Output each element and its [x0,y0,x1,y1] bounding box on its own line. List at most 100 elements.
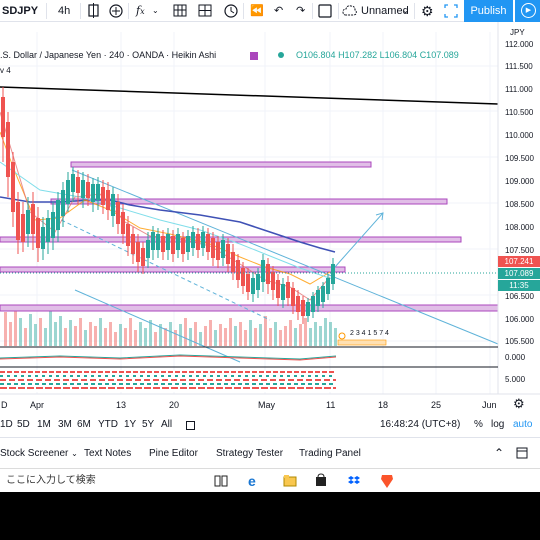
tab-text-notes[interactable]: Text Notes [84,448,132,459]
play-button[interactable]: ▶ [514,0,540,22]
price-chart[interactable]: 2 3 4 1 5 7 4 [0,22,540,437]
toolbar-divider [46,3,47,19]
time-label: 11 [326,400,336,410]
ohlc-values: O106.804 H107.282 L106.804 C107.089 [296,50,459,60]
range-5y[interactable]: 5Y [142,419,155,430]
price-label: 109.000 [505,177,534,186]
chevron-up-icon[interactable]: ⌃ [494,446,505,460]
tab-stock-screener[interactable]: Stock Screener ⌄ [0,438,78,469]
gear-icon[interactable]: ⚙ [421,3,434,19]
file-explorer-icon[interactable] [283,469,297,493]
range-1y[interactable]: 1Y [124,419,137,430]
tab-strategy-tester[interactable]: Strategy Tester [216,448,284,459]
play-icon: ▶ [521,3,536,18]
tab-trading-panel[interactable]: Trading Panel [299,448,361,459]
expand-icon[interactable] [444,0,458,22]
fullscreen-icon[interactable] [318,0,332,22]
layout-name[interactable]: Unnamed [361,5,409,17]
templates-grid-icon[interactable] [173,0,187,22]
legend-color-swatch [250,52,258,60]
toolbar-divider [80,3,81,19]
price-label: 110.500 [505,108,534,117]
range-5d[interactable]: 5D [17,419,30,430]
price-axis[interactable]: JPY 112.000 111.500 111.000 110.500 110.… [498,22,540,394]
range-ytd[interactable]: YTD [98,419,118,430]
price-label: 105.500 [505,337,534,346]
currency-label: JPY [510,28,525,37]
volume-indicator-label[interactable]: v 4 [0,66,11,75]
os-taskbar: ここに入力して検索 e [0,468,540,492]
top-toolbar: SDJPY 4h fx ⌄ ⏪ ↶ ↷ Unnamed ⌄ ⚙ Publish … [0,0,540,22]
close-value: C107.089 [419,50,459,60]
chart-legend-title[interactable]: .S. Dollar / Japanese Yen · 240 · OANDA … [0,50,217,60]
trend-line-black[interactable] [0,86,499,105]
range-1d[interactable]: 1D [0,419,13,430]
annotation-badges[interactable] [337,332,387,346]
compare-add-icon[interactable] [108,0,124,22]
range-bar: 1D 5D 1M 3M 6M YTD 1Y 5Y All 16:48:24 (U… [0,416,540,436]
clock-timezone[interactable]: 16:48:24 (UTC+8) [380,419,461,430]
time-label: 18 [378,400,389,410]
time-label: 20 [169,400,180,410]
price-label: 109.500 [505,154,534,163]
chart-type-icon[interactable] [87,0,101,22]
toolbar-divider [243,3,244,19]
log-toggle[interactable]: log [491,419,505,430]
range-all[interactable]: All [161,419,173,430]
layout-grid-icon[interactable] [198,0,212,22]
time-label: D [1,400,8,410]
replay-icon[interactable]: ⏪ [250,5,264,17]
chevron-down-icon[interactable]: ⌄ [152,6,159,15]
tab-label: Stock Screener [0,448,69,459]
price-tag-green: 107.089 [498,268,540,279]
interval-selector[interactable]: 4h [58,5,71,17]
trend-line-lower[interactable] [74,289,241,363]
toolbar-divider [312,3,313,19]
store-icon[interactable] [314,469,328,493]
auto-toggle[interactable]: auto [513,419,533,430]
range-6m[interactable]: 6M [77,419,91,430]
redo-icon[interactable]: ↷ [296,5,306,17]
dropbox-icon[interactable] [347,469,361,493]
tab-pine-editor[interactable]: Pine Editor [149,448,198,459]
trend-line-blue[interactable] [71,169,499,345]
task-view-icon[interactable] [214,469,228,493]
taskbar-search-input[interactable]: ここに入力して検索 [6,475,96,486]
settings-gear-icon[interactable]: ⚙ [513,396,525,411]
cloud-icon[interactable] [342,0,358,22]
toolbar-divider [338,3,339,19]
oscillator-label: 0.000 [505,353,526,362]
range-3m[interactable]: 3M [58,419,72,430]
price-label: 111.500 [505,62,533,71]
bottom-panel-tabs: Stock Screener ⌄ Text Notes Pine Editor … [0,437,540,468]
oscillator-line [0,354,337,360]
toolbar-divider [414,3,415,19]
chart-area[interactable]: 2 3 4 1 5 7 4 .S. Dollar / Japanese Yen … [0,22,540,437]
alert-clock-icon[interactable] [223,0,239,22]
brave-browser-icon[interactable] [380,469,394,493]
time-label: 25 [431,400,442,410]
histogram-panel [0,370,336,392]
indicators-icon[interactable]: fx [136,4,145,17]
annotation-text: 2 3 4 1 5 7 4 [350,330,389,337]
maximize-panel-icon[interactable] [516,438,528,469]
projection-arrow[interactable] [334,212,384,268]
price-label: 107.500 [505,246,534,255]
price-label: 106.500 [505,292,534,301]
price-label: 108.000 [505,223,534,232]
chevron-down-icon[interactable]: ⌄ [402,6,409,15]
percent-toggle[interactable]: % [474,419,483,430]
arrow-head-icon [375,212,384,221]
high-value: H107.282 [338,50,378,60]
market-status-dot [278,52,284,58]
range-1m[interactable]: 1M [37,419,51,430]
undo-icon[interactable]: ↶ [274,5,284,17]
time-axis[interactable]: D Apr 13 20 May 11 18 25 Jun ⚙ [0,396,540,416]
trend-line-dashed[interactable] [54,216,271,321]
goto-date-icon[interactable] [186,421,195,430]
publish-button[interactable]: Publish [464,0,513,22]
toolbar-divider [128,3,129,19]
edge-browser-icon[interactable]: e [248,473,256,489]
oscillator-signal-line [0,355,337,361]
symbol-search[interactable]: SDJPY [2,5,39,17]
